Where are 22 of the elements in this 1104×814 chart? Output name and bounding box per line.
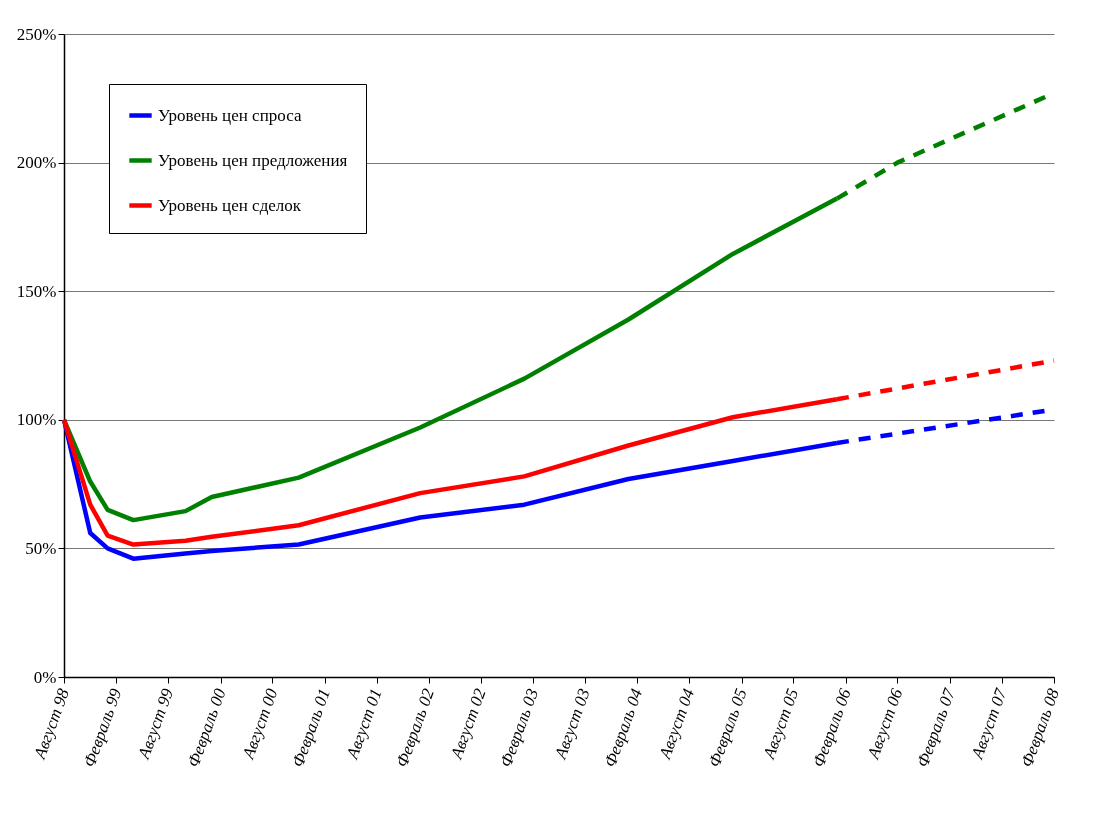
x-tick-label: Август 03 xyxy=(550,686,594,763)
legend-label: Уровень цен сделок xyxy=(158,195,302,215)
x-tick-label: Август 99 xyxy=(133,685,178,763)
y-tick-label: 50% xyxy=(25,538,57,558)
x-tick-label: Август 01 xyxy=(342,686,386,763)
x-tick-label: Август 06 xyxy=(863,685,907,763)
legend-label: Уровень цен спроса xyxy=(158,105,302,125)
y-tick-label: 100% xyxy=(16,410,57,430)
x-tick-label: Август 00 xyxy=(238,685,282,763)
y-tick-label: 0% xyxy=(33,667,57,687)
y-tick-label: 250% xyxy=(16,24,57,44)
x-tick-label: Август 02 xyxy=(446,685,490,763)
x-tick-label: Февраль 01 xyxy=(288,686,334,770)
x-tick-label: Август 07 xyxy=(967,684,1011,763)
x-tick-label: Август 04 xyxy=(654,685,699,763)
x-tick-label: Август 98 xyxy=(29,685,74,763)
x-tick-label: Февраль 02 xyxy=(392,685,439,770)
x-tick-label: Февраль 08 xyxy=(1017,685,1064,770)
y-tick-label: 150% xyxy=(16,281,57,301)
x-tick-label: Август 05 xyxy=(759,686,803,763)
legend-label: Уровень цен предложения xyxy=(158,150,348,170)
y-tick-label: 200% xyxy=(16,153,57,173)
